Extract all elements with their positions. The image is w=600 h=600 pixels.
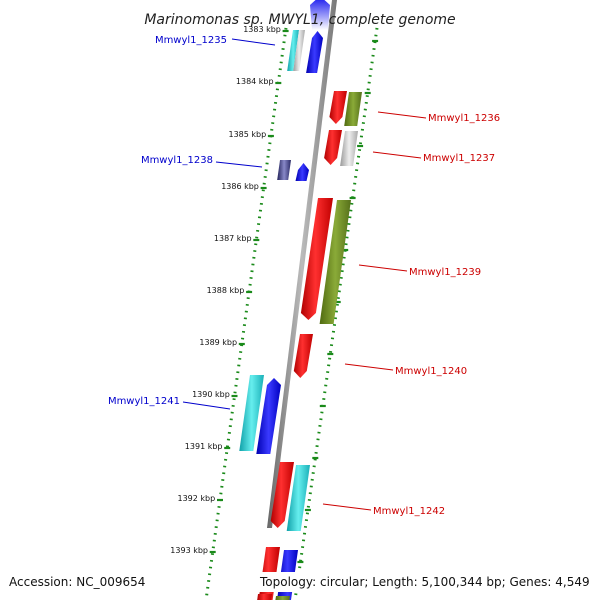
label-leader-line xyxy=(344,363,394,371)
gene-feature-olive xyxy=(275,596,290,600)
label-leader-line xyxy=(182,401,231,410)
gene-label-left: Mmwyl1_1235 xyxy=(155,35,227,46)
tick-label: 1390 kbp xyxy=(192,390,230,399)
topology-text: Topology: circular; Length: 5,100,344 bp… xyxy=(259,575,590,589)
gene-feature-cyan xyxy=(239,375,264,451)
genome-axis-line xyxy=(267,0,337,528)
label-leader-line xyxy=(372,151,422,159)
gene-labels: Mmwyl1_1235 Mmwyl1_1238 Mmwyl1_1241 Mmwyl1_… xyxy=(108,35,500,517)
gene-feature-red xyxy=(293,334,313,378)
tick-label: 1392 kbp xyxy=(177,494,215,503)
gene-feature-cyan xyxy=(287,30,299,71)
tick-label: 1391 kbp xyxy=(185,442,223,451)
footer-topology-bg xyxy=(256,572,600,592)
footer: Accession: NC_009654 Topology: circular;… xyxy=(0,572,600,592)
gene-features xyxy=(239,30,362,600)
gene-feature-gray xyxy=(293,30,305,71)
tick-label: 1388 kbp xyxy=(207,286,245,295)
gene-feature-blue xyxy=(256,378,281,454)
gene-label-right: Mmwyl1_1240 xyxy=(395,366,467,377)
accession-text: Accession: NC_009654 xyxy=(9,575,145,589)
top-direction-arrow xyxy=(310,0,330,30)
label-leader-line xyxy=(215,161,263,168)
map-title: Marinomonas sp. MWYL1, complete genome xyxy=(144,12,455,28)
gene-feature-blue xyxy=(306,31,323,73)
gene-label-right: Mmwyl1_1239 xyxy=(409,267,481,278)
gene-feature-red xyxy=(324,130,342,165)
footer-accession-bg xyxy=(0,572,150,592)
label-leader-line xyxy=(358,264,408,272)
tick-label: 1389 kbp xyxy=(199,338,237,347)
label-leader-line xyxy=(322,503,372,511)
gene-label-left: Mmwyl1_1241 xyxy=(108,396,180,407)
tick-label: 1393 kbp xyxy=(170,546,208,555)
gene-feature-blue xyxy=(295,163,309,181)
gene-feature-olive xyxy=(344,92,362,126)
gene-label-right: Mmwyl1_1242 xyxy=(373,506,445,517)
gene-feature-gray xyxy=(340,131,358,166)
tick-label: 1384 kbp xyxy=(236,77,274,86)
tick-group: 1383 kbp 1384 kbp 1385 kbp 1386 kbp 1387 kbp… xyxy=(170,25,379,564)
tick-label: 1386 kbp xyxy=(221,182,259,191)
tick-label: 1385 kbp xyxy=(228,130,266,139)
gene-feature-olive xyxy=(319,200,351,324)
label-leader-line xyxy=(231,38,276,46)
gene-feature-red xyxy=(270,462,294,528)
gene-feature-navy xyxy=(277,160,291,180)
left-tick-rail xyxy=(204,27,288,600)
tick-label: 1387 kbp xyxy=(214,234,252,243)
gene-feature-red xyxy=(300,198,333,320)
gene-feature-red xyxy=(329,91,347,124)
gene-label-left: Mmwyl1_1238 xyxy=(141,155,213,166)
tick-label: 1383 kbp xyxy=(243,25,281,34)
gene-feature-cyan xyxy=(286,465,310,531)
gene-feature-red xyxy=(257,594,272,600)
gene-label-right: Mmwyl1_1236 xyxy=(428,113,500,124)
label-leader-line xyxy=(377,111,427,119)
gene-label-right: Mmwyl1_1237 xyxy=(423,153,495,164)
right-tick-rail xyxy=(293,27,379,600)
